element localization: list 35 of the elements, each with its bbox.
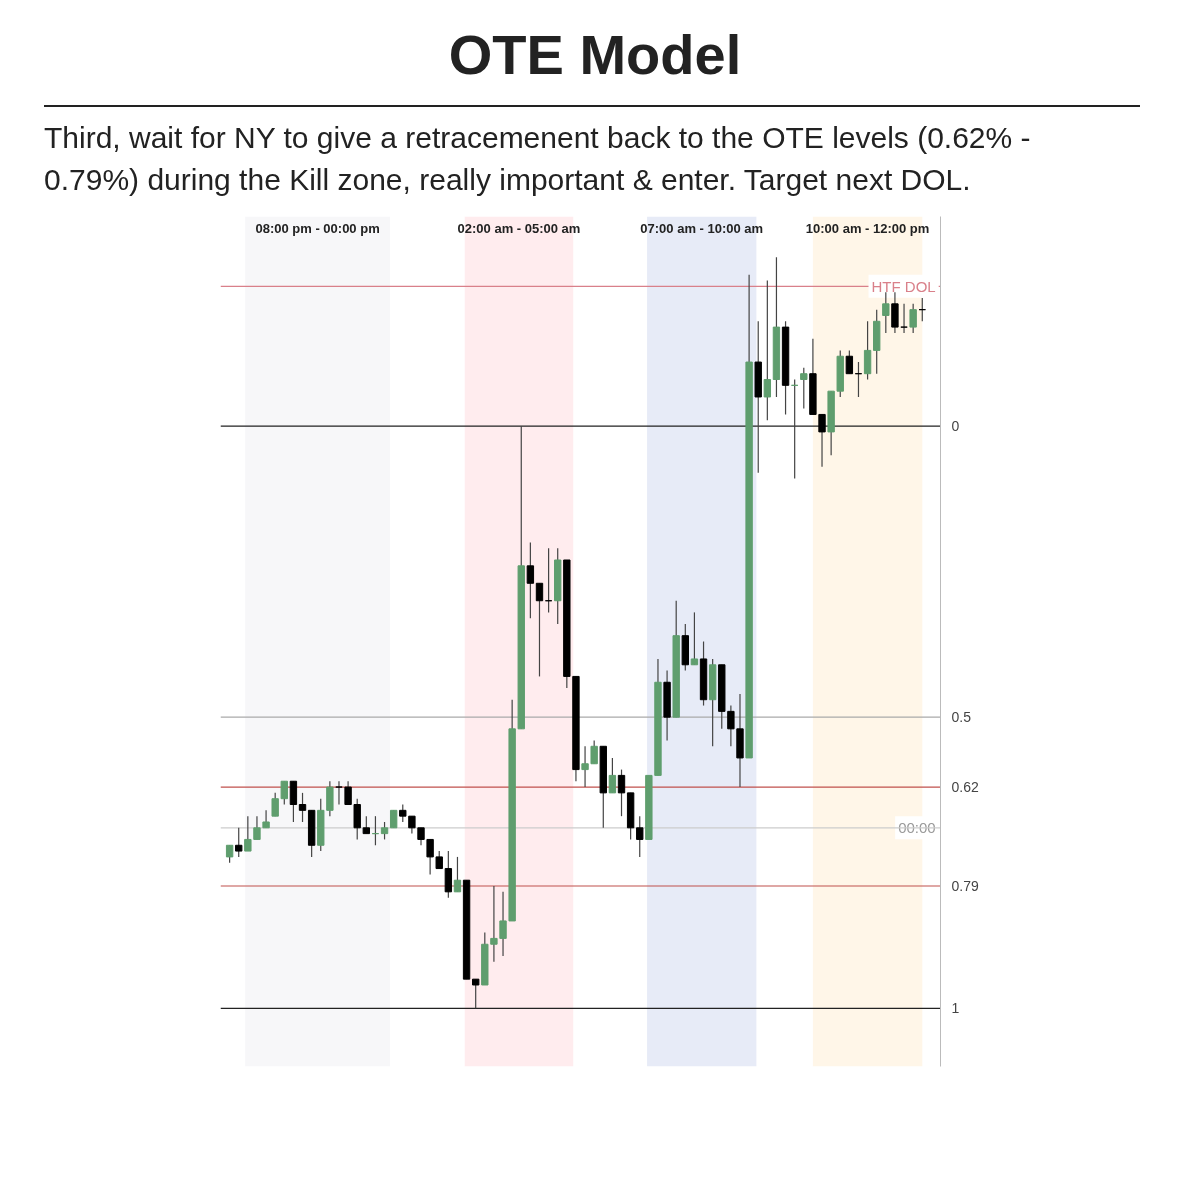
chart-title: OTE Model — [448, 22, 742, 88]
candlestick — [891, 291, 899, 334]
candlestick — [909, 303, 917, 334]
candlestick — [617, 768, 626, 817]
candlestick — [863, 320, 872, 381]
candlestick — [608, 757, 617, 794]
candlestick — [472, 978, 480, 1009]
y-tick-label: 0.5 — [951, 709, 972, 726]
annotation: 08:00 pm - 00:00 pm — [255, 220, 380, 236]
y-tick-label: 0 — [951, 418, 960, 435]
candlestick — [298, 792, 307, 823]
y-tick-label: 0.79 — [951, 878, 979, 895]
candlestick — [636, 815, 644, 858]
candlestick — [444, 850, 453, 899]
ref-line-label: HTF DOL — [871, 277, 936, 295]
candlestick — [900, 303, 908, 334]
annotation: 07:00 am - 10:00 am — [640, 220, 764, 236]
annotation: 02:00 am - 05:00 am — [457, 220, 581, 236]
y-tick-label: 1 — [951, 1000, 960, 1017]
candlestick — [800, 367, 808, 410]
y-tick-label: 0.62 — [951, 779, 979, 796]
candlestick — [453, 856, 462, 893]
candlestick — [262, 809, 270, 829]
candlestick — [845, 349, 854, 375]
candlestick — [235, 827, 243, 858]
annotation: 10:00 am - 12:00 pm — [805, 220, 930, 236]
chart-subtitle: Third, wait for NY to give a retracemenent back to the OTE levels (0.62% - 0.79%) during the Kill zone, really important & enter. Target next DOL. — [44, 120, 1032, 198]
candlestick — [690, 611, 699, 666]
candlestick — [289, 780, 298, 823]
candlestick — [335, 780, 343, 806]
candlestick — [763, 279, 772, 421]
candlestick — [526, 541, 535, 619]
candlestick — [882, 291, 890, 334]
candlestick — [535, 582, 544, 678]
annotation: 00:00 — [898, 819, 936, 837]
